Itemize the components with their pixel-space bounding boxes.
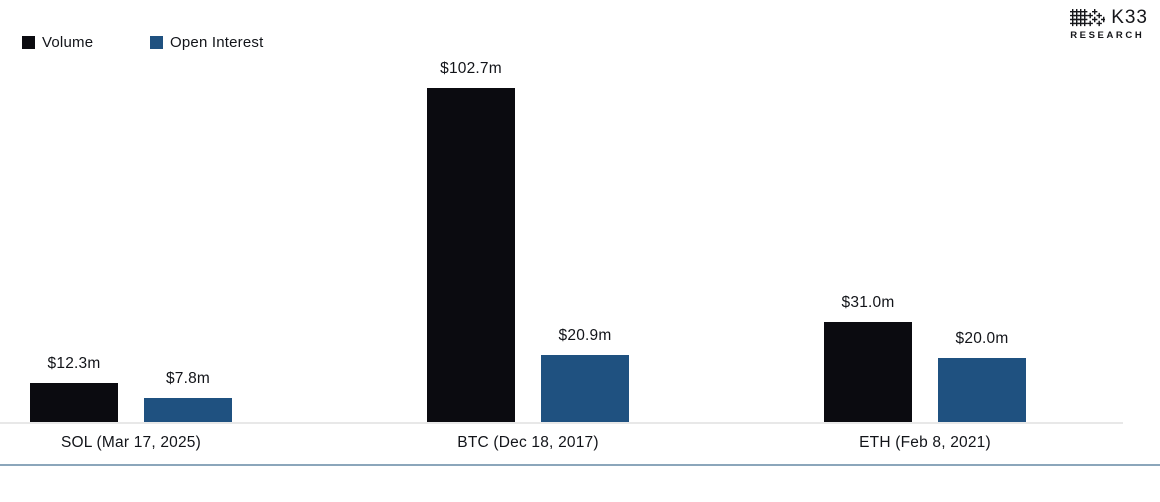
bar-open-interest-1 xyxy=(541,355,629,423)
legend-item-open-interest: Open Interest xyxy=(150,34,264,51)
category-label: ETH (Feb 8, 2021) xyxy=(859,434,991,451)
x-axis-baseline xyxy=(0,422,1123,424)
bottom-border-line xyxy=(0,464,1160,466)
logo-sub-text: RESEARCH xyxy=(1070,30,1145,41)
category-label: SOL (Mar 17, 2025) xyxy=(60,434,201,451)
bar-open-interest-2 xyxy=(938,358,1026,423)
bar-value-label: $20.0m xyxy=(955,330,1009,347)
bar-volume-0 xyxy=(30,383,118,423)
bar-open-interest-0 xyxy=(144,398,232,423)
bar-value-label: $7.8m xyxy=(165,370,211,387)
bar-value-label: $20.9m xyxy=(558,327,612,344)
legend-item-volume: Volume xyxy=(22,34,93,51)
bar-value-label: $31.0m xyxy=(841,294,895,311)
bar-value-label: $102.7m xyxy=(440,60,502,77)
k33-research-logo: K33 RESEARCH xyxy=(1070,7,1148,41)
category-label: BTC (Dec 18, 2017) xyxy=(457,434,599,451)
legend-label-volume: Volume xyxy=(42,34,94,51)
volume-swatch-icon xyxy=(22,36,35,49)
open-interest-swatch-icon xyxy=(150,36,163,49)
k33-halftone-icon xyxy=(1070,9,1106,27)
legend-label-open-interest: Open Interest xyxy=(170,34,264,51)
bar-volume-1 xyxy=(427,88,515,423)
logo-brand-text: K33 xyxy=(1111,7,1148,28)
bar-value-label: $12.3m xyxy=(47,355,101,372)
bar-volume-2 xyxy=(824,322,912,423)
